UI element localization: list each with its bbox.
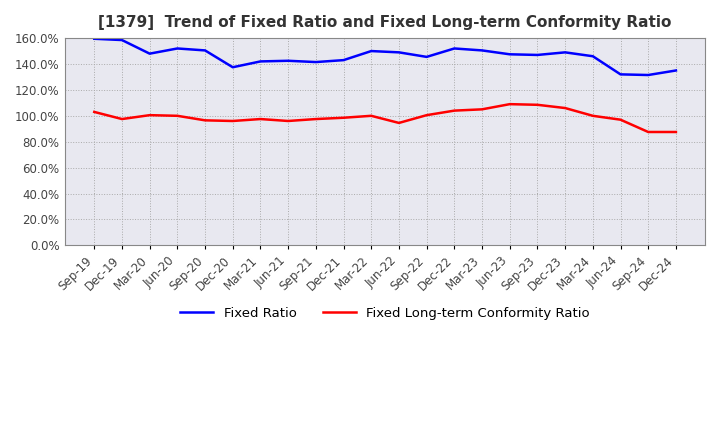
Fixed Long-term Conformity Ratio (339, 115, 348, 121)
Fixed Long-term Conformity Ratio (533, 102, 541, 107)
Fixed Long-term Conformity Ratio (450, 108, 459, 113)
Fixed Ratio (395, 50, 403, 55)
Fixed Long-term Conformity Ratio (228, 118, 237, 124)
Fixed Ratio (228, 65, 237, 70)
Fixed Long-term Conformity Ratio (201, 117, 210, 123)
Fixed Ratio (644, 72, 652, 77)
Fixed Long-term Conformity Ratio (395, 120, 403, 125)
Fixed Long-term Conformity Ratio (256, 117, 265, 122)
Fixed Ratio (672, 68, 680, 73)
Fixed Ratio (117, 37, 126, 43)
Fixed Ratio (505, 51, 514, 57)
Fixed Long-term Conformity Ratio (423, 113, 431, 118)
Fixed Long-term Conformity Ratio (672, 129, 680, 135)
Title: [1379]  Trend of Fixed Ratio and Fixed Long-term Conformity Ratio: [1379] Trend of Fixed Ratio and Fixed Lo… (99, 15, 672, 30)
Fixed Ratio (588, 54, 597, 59)
Fixed Long-term Conformity Ratio (561, 106, 570, 111)
Fixed Ratio (173, 46, 181, 51)
Fixed Ratio (561, 50, 570, 55)
Fixed Ratio (312, 59, 320, 65)
Fixed Long-term Conformity Ratio (312, 117, 320, 122)
Fixed Long-term Conformity Ratio (367, 113, 376, 118)
Fixed Ratio (450, 46, 459, 51)
Line: Fixed Long-term Conformity Ratio: Fixed Long-term Conformity Ratio (94, 104, 676, 132)
Fixed Long-term Conformity Ratio (117, 117, 126, 122)
Fixed Ratio (90, 36, 99, 41)
Fixed Ratio (201, 48, 210, 53)
Fixed Ratio (367, 48, 376, 54)
Fixed Ratio (339, 58, 348, 63)
Fixed Long-term Conformity Ratio (477, 106, 486, 112)
Fixed Long-term Conformity Ratio (145, 113, 154, 118)
Fixed Ratio (616, 72, 625, 77)
Fixed Long-term Conformity Ratio (644, 129, 652, 135)
Fixed Long-term Conformity Ratio (505, 102, 514, 107)
Line: Fixed Ratio: Fixed Ratio (94, 39, 676, 75)
Fixed Long-term Conformity Ratio (284, 118, 292, 124)
Fixed Ratio (256, 59, 265, 64)
Fixed Ratio (145, 51, 154, 56)
Fixed Long-term Conformity Ratio (616, 117, 625, 122)
Fixed Long-term Conformity Ratio (173, 113, 181, 118)
Fixed Ratio (423, 54, 431, 59)
Fixed Ratio (477, 48, 486, 53)
Fixed Ratio (284, 58, 292, 63)
Fixed Long-term Conformity Ratio (90, 109, 99, 114)
Fixed Ratio (533, 52, 541, 58)
Legend: Fixed Ratio, Fixed Long-term Conformity Ratio: Fixed Ratio, Fixed Long-term Conformity … (175, 302, 595, 326)
Fixed Long-term Conformity Ratio (588, 113, 597, 118)
